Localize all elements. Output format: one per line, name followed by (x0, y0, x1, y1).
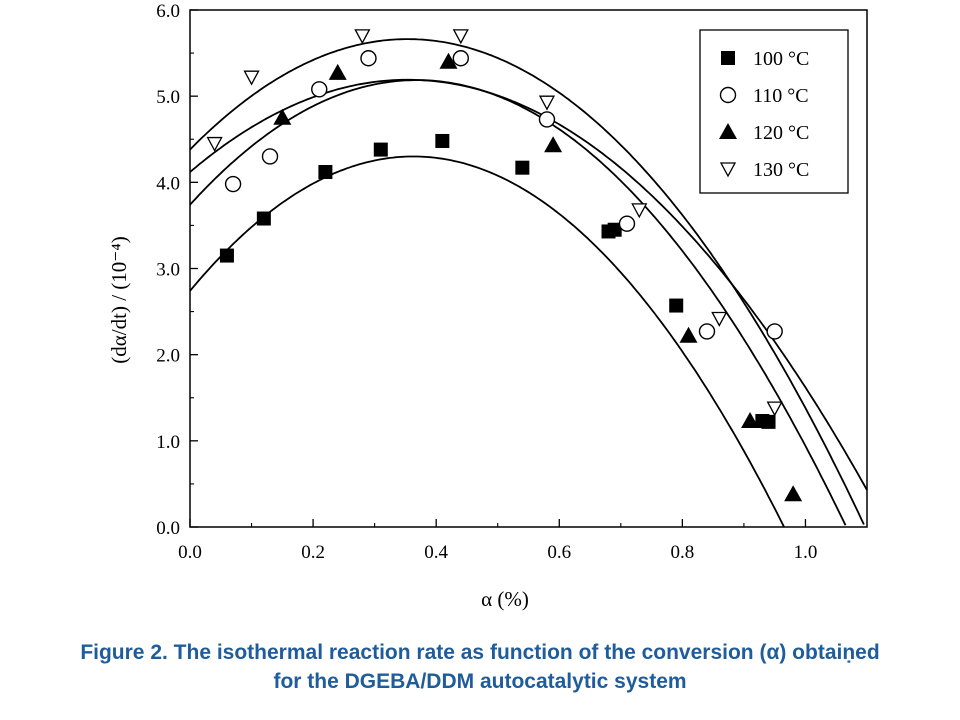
x-tick-label: 0.4 (424, 542, 448, 563)
data-point (766, 323, 783, 340)
data-point (784, 485, 803, 502)
legend-label: 120 °C (753, 122, 809, 144)
data-point (328, 63, 347, 80)
data-point (219, 248, 234, 263)
data-point (311, 81, 328, 98)
y-tick-label: 0.0 (156, 518, 180, 539)
data-point (439, 52, 458, 69)
data-point (741, 412, 760, 429)
y-tick-label: 2.0 (156, 346, 180, 367)
x-tick-label: 1.0 (794, 542, 818, 563)
y-axis-title: (dα/dt) / (10⁻⁴) (107, 236, 131, 363)
y-tick-label: 4.0 (156, 173, 180, 194)
legend: 100 °C 110 °C 120 °C 130 °C (699, 29, 849, 194)
data-point (766, 401, 783, 417)
x-tick-label: 0.0 (178, 542, 202, 563)
data-point (452, 29, 469, 45)
y-tick-label: 3.0 (156, 260, 180, 281)
x-tick-label: 0.8 (670, 542, 694, 563)
legend-label: 110 °C (753, 85, 809, 107)
data-point (452, 50, 469, 67)
fit-curve (189, 38, 865, 525)
data-markers (206, 29, 803, 502)
data-point (607, 222, 622, 237)
chart: 0.0 0.2 0.4 0.6 0.8 1.00.01.02.03.04.05.06.0 … (107, 1, 868, 611)
caption-line-2: for the DGEBA/DDM autocatalytic system (273, 670, 687, 693)
legend-marker (719, 123, 737, 139)
data-point (618, 215, 636, 232)
data-point (256, 211, 271, 226)
data-point (711, 311, 728, 327)
data-point (761, 414, 776, 429)
legend-marker (719, 86, 737, 104)
data-point (538, 95, 556, 111)
fit-curves (189, 38, 868, 528)
fit-curve (189, 78, 868, 491)
fit-curve (189, 79, 847, 526)
legend-label: 130 °C (753, 159, 809, 181)
data-point (515, 160, 530, 175)
data-point (354, 29, 371, 45)
y-tick-label: 1.0 (156, 432, 180, 453)
data-point (261, 148, 279, 165)
y-tick-label: 5.0 (156, 87, 180, 108)
data-point (435, 133, 450, 148)
data-point (243, 70, 260, 86)
y-tick-label: 6.0 (156, 1, 180, 22)
x-tick-label: 0.6 (547, 542, 571, 563)
data-point (373, 142, 388, 157)
data-point (544, 136, 563, 153)
data-point (679, 326, 698, 343)
legend-label: 100 °C (753, 48, 809, 70)
data-point (206, 136, 223, 152)
data-point (224, 175, 242, 193)
data-point (698, 323, 716, 340)
x-tick-label: 0.2 (301, 542, 325, 563)
data-point (631, 203, 648, 219)
data-point (273, 108, 292, 125)
legend-marker (719, 162, 737, 178)
data-point (318, 164, 333, 179)
data-point (669, 298, 684, 313)
data-point (360, 50, 377, 67)
x-axis-title: α (%) (481, 587, 529, 611)
fit-curve (189, 155, 785, 528)
data-point (538, 111, 556, 128)
caption-line-1: Figure 2. The isothermal reaction rate a… (80, 641, 880, 664)
legend-marker (721, 51, 735, 65)
axes: 0.0 0.2 0.4 0.6 0.8 1.0 0.0 1.0 2.0 3.0 4.0 5.0 6.0 (156, 1, 817, 563)
figure-caption: Figure 2. The isothermal reaction rate a… (0, 638, 960, 696)
